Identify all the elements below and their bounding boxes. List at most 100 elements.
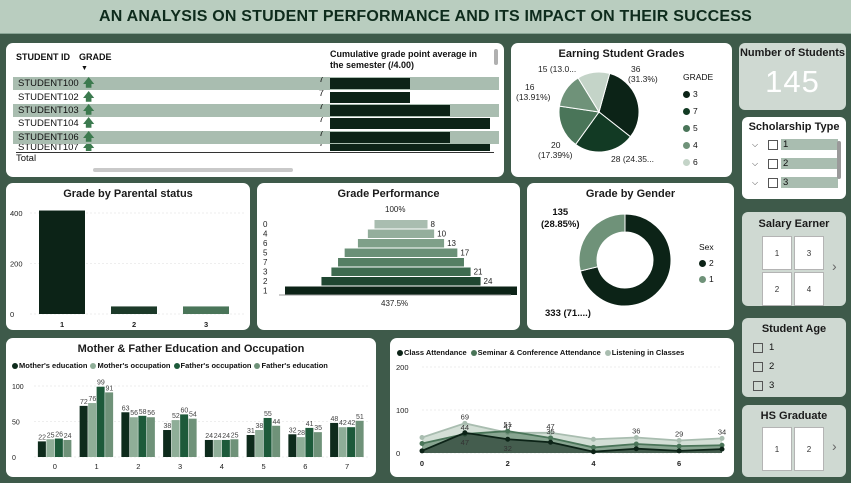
scholarship-item-label: 3	[781, 177, 838, 188]
table-row[interactable]: STUDENT100 🡅 7	[13, 77, 499, 91]
attendance-legend-item[interactable]: Seminar & Conference Attendance	[470, 348, 601, 357]
table-row[interactable]: STUDENT103 🡅 7	[13, 103, 499, 118]
legend-label: Seminar & Conference Attendance	[477, 348, 601, 357]
age-item-3[interactable]: 3	[742, 376, 846, 395]
point-2-3	[548, 430, 554, 436]
col-grade[interactable]: GRADE ▼	[79, 49, 330, 72]
hs-chevron-right-icon[interactable]: ›	[832, 438, 837, 454]
point-value-label: 35	[546, 427, 554, 436]
age-item-label: 1	[769, 342, 775, 353]
bar-value-label: 63	[122, 405, 130, 412]
education-legend-item[interactable]: Father's occupation	[173, 361, 251, 370]
grade-gender-donut	[578, 213, 672, 307]
legend-dot-icon	[470, 350, 477, 357]
chevron-down-icon[interactable]: ⌵	[752, 139, 759, 149]
attendance-legend-item[interactable]: Class Attendance	[397, 348, 467, 357]
hs-tile-2[interactable]: 2	[794, 427, 824, 471]
earning-legend-item[interactable]: 7	[683, 103, 713, 120]
point-0-3	[548, 439, 554, 445]
checkbox[interactable]	[753, 361, 763, 372]
col-student-id[interactable]: STUDENT ID	[16, 52, 70, 62]
table-scrollbar-v[interactable]	[494, 49, 498, 65]
table-row[interactable]: STUDENT104 🡅 7	[13, 117, 499, 130]
scholarship-scrollbar[interactable]	[837, 141, 841, 179]
earning-legend-title: GRADE	[683, 72, 714, 82]
number-of-students-value: 145	[765, 64, 820, 99]
student-age-slicer: Student Age 1 2 3	[742, 318, 846, 397]
cell-grade: 🡅7	[79, 77, 330, 90]
cell-grade: 🡅7	[79, 131, 330, 144]
legend-label: 6	[693, 157, 698, 167]
earning-legend-item[interactable]: 4	[683, 137, 713, 154]
bar-parental-3	[183, 306, 229, 314]
chevron-down-icon[interactable]: ⌵	[752, 177, 759, 187]
bar-value-label: 24	[214, 433, 222, 440]
scholarship-item-1[interactable]: ⌵ 1	[742, 135, 846, 154]
bar-edu-4-1	[213, 439, 222, 457]
col-grade-label: GRADE	[79, 52, 112, 62]
grade-performance-title: Grade Performance	[337, 188, 440, 200]
earning-legend-item[interactable]: 5	[683, 120, 713, 137]
age-item-2[interactable]: 2	[742, 357, 846, 376]
arrow-up-icon: 🡅	[83, 130, 95, 143]
hs-tile-1[interactable]: 1	[762, 427, 792, 471]
x-tick-label: 0	[420, 459, 424, 468]
parental-status-chart: 0 200 400 1 2 3	[10, 209, 246, 329]
attendance-legend: Class Attendance Seminar & Conference Att…	[397, 348, 688, 357]
checkbox[interactable]	[753, 342, 763, 353]
bar-value-label: 25	[231, 432, 239, 439]
funnel-value-label: 13	[447, 239, 456, 248]
earning-legend-item[interactable]: 3	[683, 86, 713, 103]
salary-tile-1[interactable]: 1	[762, 236, 792, 270]
education-legend-item[interactable]: Mother's education	[12, 361, 87, 370]
line-2	[421, 422, 723, 442]
education-legend-item[interactable]: Father's education	[254, 361, 328, 370]
funnel-value-label: 24	[484, 277, 493, 286]
point-2-6	[676, 438, 682, 444]
table-scrollbar-h[interactable]	[93, 168, 293, 172]
y-tick-label: 0	[12, 455, 16, 462]
col-cgpa[interactable]: Cumulative grade point average in the se…	[330, 49, 478, 70]
arrow-up-icon: 🡅	[83, 143, 95, 151]
gender-legend-item[interactable]: 1	[699, 271, 714, 287]
checkbox[interactable]	[768, 158, 778, 169]
bar-edu-7-2	[347, 427, 356, 457]
checkbox[interactable]	[768, 139, 778, 150]
scholarship-item-2[interactable]: ⌵ 2	[742, 154, 846, 173]
bar-value-label: 52	[172, 413, 180, 420]
bar-value-label: 51	[356, 414, 364, 421]
table-row[interactable]: STUDENT102 🡅 7	[13, 90, 499, 103]
earning-legend-item[interactable]: 6	[683, 154, 713, 171]
salary-tile-3[interactable]: 3	[794, 236, 824, 270]
gender-legend-item[interactable]: 2	[699, 255, 714, 271]
age-item-1[interactable]: 1	[742, 338, 846, 357]
table-row[interactable]: STUDENT106 🡅 7	[13, 130, 499, 144]
checkbox[interactable]	[753, 380, 763, 391]
bar-edu-0-0	[37, 441, 46, 457]
sort-desc-icon[interactable]: ▼	[81, 65, 88, 72]
salary-tile-2[interactable]: 2	[762, 272, 792, 306]
table-row[interactable]: STUDENT107🡅7	[13, 143, 499, 151]
salary-chevron-right-icon[interactable]: ›	[832, 258, 837, 274]
education-legend-item[interactable]: Mother's occupation	[90, 361, 171, 370]
bar-value-label: 55	[264, 411, 272, 418]
bar-edu-7-0	[330, 422, 339, 457]
pie-label-4-pct: (13.91%)	[516, 92, 551, 102]
number-of-students-title: Number of Students	[739, 47, 846, 59]
funnel-value-label: 21	[474, 268, 483, 277]
legend-dot-icon	[604, 350, 611, 357]
bar-value-label: 60	[180, 407, 188, 414]
point-1-6	[676, 443, 682, 449]
cell-cgpa-bar	[330, 91, 499, 103]
legend-label: 3	[693, 89, 698, 99]
point-value-label: 36	[632, 427, 640, 436]
attendance-legend-item[interactable]: Listening in Classes	[604, 348, 684, 357]
chevron-down-icon[interactable]: ⌵	[752, 158, 759, 168]
scholarship-item-3[interactable]: ⌵ 3	[742, 173, 846, 192]
table-header: STUDENT ID GRADE ▼ Cumulative grade poin…	[13, 49, 499, 77]
checkbox[interactable]	[768, 177, 778, 188]
salary-tile-4[interactable]: 4	[794, 272, 824, 306]
bar-edu-6-3	[313, 432, 322, 457]
